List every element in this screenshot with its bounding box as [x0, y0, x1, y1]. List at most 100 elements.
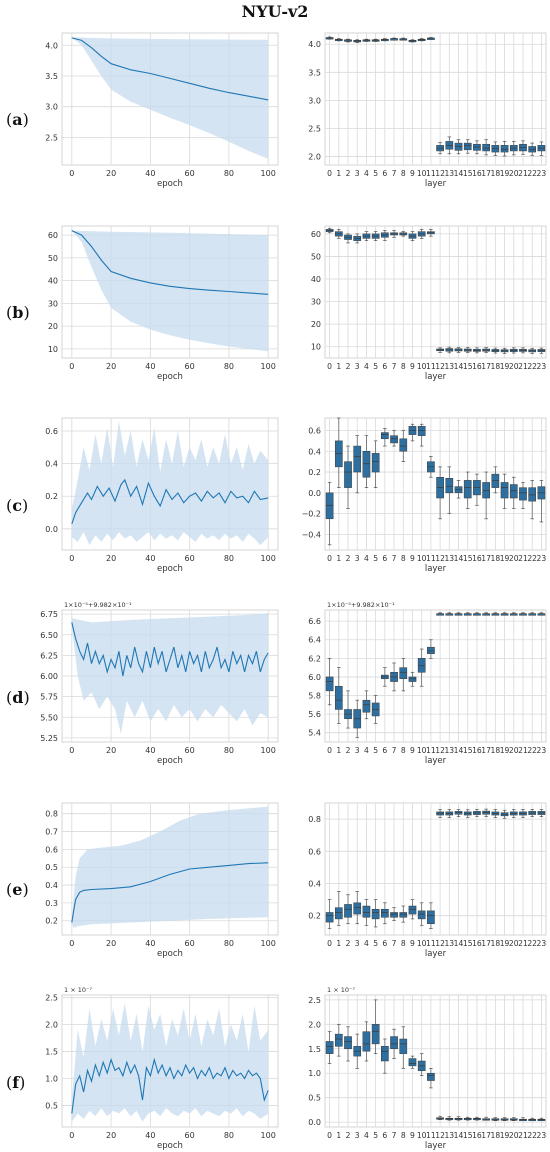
box-layer-22: [528, 612, 537, 616]
x-tick-label: 19: [500, 362, 510, 371]
x-tick-label: 60: [185, 1131, 195, 1140]
y-tick-label: 40: [48, 277, 58, 286]
y-tick-label: 3.5: [308, 68, 321, 77]
box-layer-15: [463, 1116, 472, 1121]
x-tick-label: 12: [435, 746, 445, 755]
y-tick-label: 3.5: [45, 72, 58, 81]
mean-line: [71, 622, 269, 677]
y-tick-label: 20: [311, 320, 321, 329]
x-tick-label: 11: [426, 939, 436, 948]
box-layer-7: [390, 230, 398, 238]
x-tick-label: 12: [435, 939, 445, 948]
x-axis-label: epoch: [157, 179, 183, 189]
box-layer-5: [371, 231, 380, 242]
x-tick-label: 100: [261, 554, 276, 563]
x-tick-label: 20: [106, 169, 116, 178]
x-tick-label: 60: [185, 362, 195, 371]
box-layer-22: [528, 1117, 537, 1122]
box-layer-16: [473, 612, 481, 616]
box-iqr: [381, 908, 389, 918]
x-tick-label: 10: [417, 939, 427, 948]
box-iqr: [325, 912, 334, 923]
box-layer-13: [445, 346, 454, 354]
x-tick-label: 15: [463, 362, 473, 371]
plot-area: [324, 32, 547, 166]
panel-letter-f: (f): [6, 1073, 26, 1092]
axis-offset-label: 1 × 10⁻⁷: [64, 986, 92, 994]
x-tick-label: 80: [224, 362, 234, 371]
box-layer-9: [408, 39, 417, 43]
x-axis-label: epoch: [157, 1141, 183, 1151]
x-tick-label: 5: [373, 1131, 378, 1140]
box-iqr: [408, 1058, 417, 1067]
x-tick-label: 8: [401, 1131, 406, 1140]
x-tick-label: 4: [364, 1131, 369, 1140]
box-layer-1: [334, 229, 343, 239]
box-layer-17: [482, 1116, 490, 1121]
x-tick-label: 19: [500, 554, 510, 563]
x-tick-label: 15: [463, 1131, 473, 1140]
x-tick-label: 60: [185, 746, 195, 755]
box-layer-3: [353, 1033, 362, 1069]
x-tick-label: 3: [355, 554, 360, 563]
box-layer-4: [362, 1021, 371, 1062]
x-tick-label: 100: [261, 1131, 276, 1140]
y-tick-label: 6.25: [40, 651, 58, 660]
box-layer-2: [344, 38, 352, 43]
box-layer-11: [427, 639, 435, 659]
box-layer-10: [417, 423, 426, 447]
x-tick-label: 20: [106, 554, 116, 563]
y-tick-label: 2.5: [308, 996, 321, 1005]
y-tick-label: 10: [311, 343, 321, 352]
panel-letter-c: (c): [6, 496, 29, 515]
box-iqr: [353, 902, 362, 915]
box-iqr: [381, 1046, 389, 1062]
x-tick-label: 11: [426, 554, 436, 563]
std-band: [71, 1003, 269, 1122]
box-iqr: [482, 482, 490, 499]
y-tick-label: 5.50: [40, 713, 58, 722]
y-tick-label: 0.7: [45, 828, 58, 837]
x-tick-label: 40: [145, 746, 155, 755]
y-tick-label: 5.8: [308, 692, 321, 701]
std-band: [71, 613, 269, 734]
x-tick-label: 6: [382, 746, 387, 755]
x-tick-label: 4: [364, 746, 369, 755]
box-layer-4: [362, 899, 371, 926]
box-layer-10: [417, 38, 426, 42]
x-tick-label: 17: [481, 362, 491, 371]
box-layer-4: [362, 435, 371, 488]
box-layer-8: [399, 231, 408, 237]
x-tick-label: 18: [491, 746, 501, 755]
y-tick-label: 50: [311, 252, 321, 261]
x-tick-label: 7: [392, 746, 397, 755]
box-iqr: [390, 435, 398, 444]
box-layer-23: [537, 141, 546, 156]
y-tick-label: 6.4: [308, 636, 321, 645]
box-layer-9: [408, 423, 417, 442]
box-layer-13: [445, 612, 454, 616]
box-layer-10: [417, 229, 426, 239]
x-axis-label: layer: [425, 179, 447, 189]
x-tick-label: 7: [392, 939, 397, 948]
box-layer-6: [381, 667, 389, 687]
box-layer-5: [371, 899, 380, 928]
y-tick-label: 30: [311, 298, 321, 307]
box-layer-20: [509, 141, 518, 156]
y-tick-label: 0.0: [45, 525, 58, 534]
box-iqr: [427, 646, 435, 654]
box-iqr: [528, 487, 537, 502]
x-tick-label: 9: [410, 746, 415, 755]
box-layer-12: [436, 809, 444, 818]
mean-line: [71, 478, 269, 525]
x-tick-label: 9: [410, 1131, 415, 1140]
x-tick-label: 23: [537, 939, 547, 948]
x-tick-label: 19: [500, 746, 510, 755]
x-tick-label: 12: [435, 1131, 445, 1140]
box-layer-20: [509, 476, 518, 509]
box-layer-0: [325, 36, 334, 40]
x-tick-label: 40: [145, 362, 155, 371]
x-tick-label: 7: [392, 1131, 397, 1140]
box-layer-20: [509, 612, 518, 616]
box-layer-1: [334, 417, 343, 488]
